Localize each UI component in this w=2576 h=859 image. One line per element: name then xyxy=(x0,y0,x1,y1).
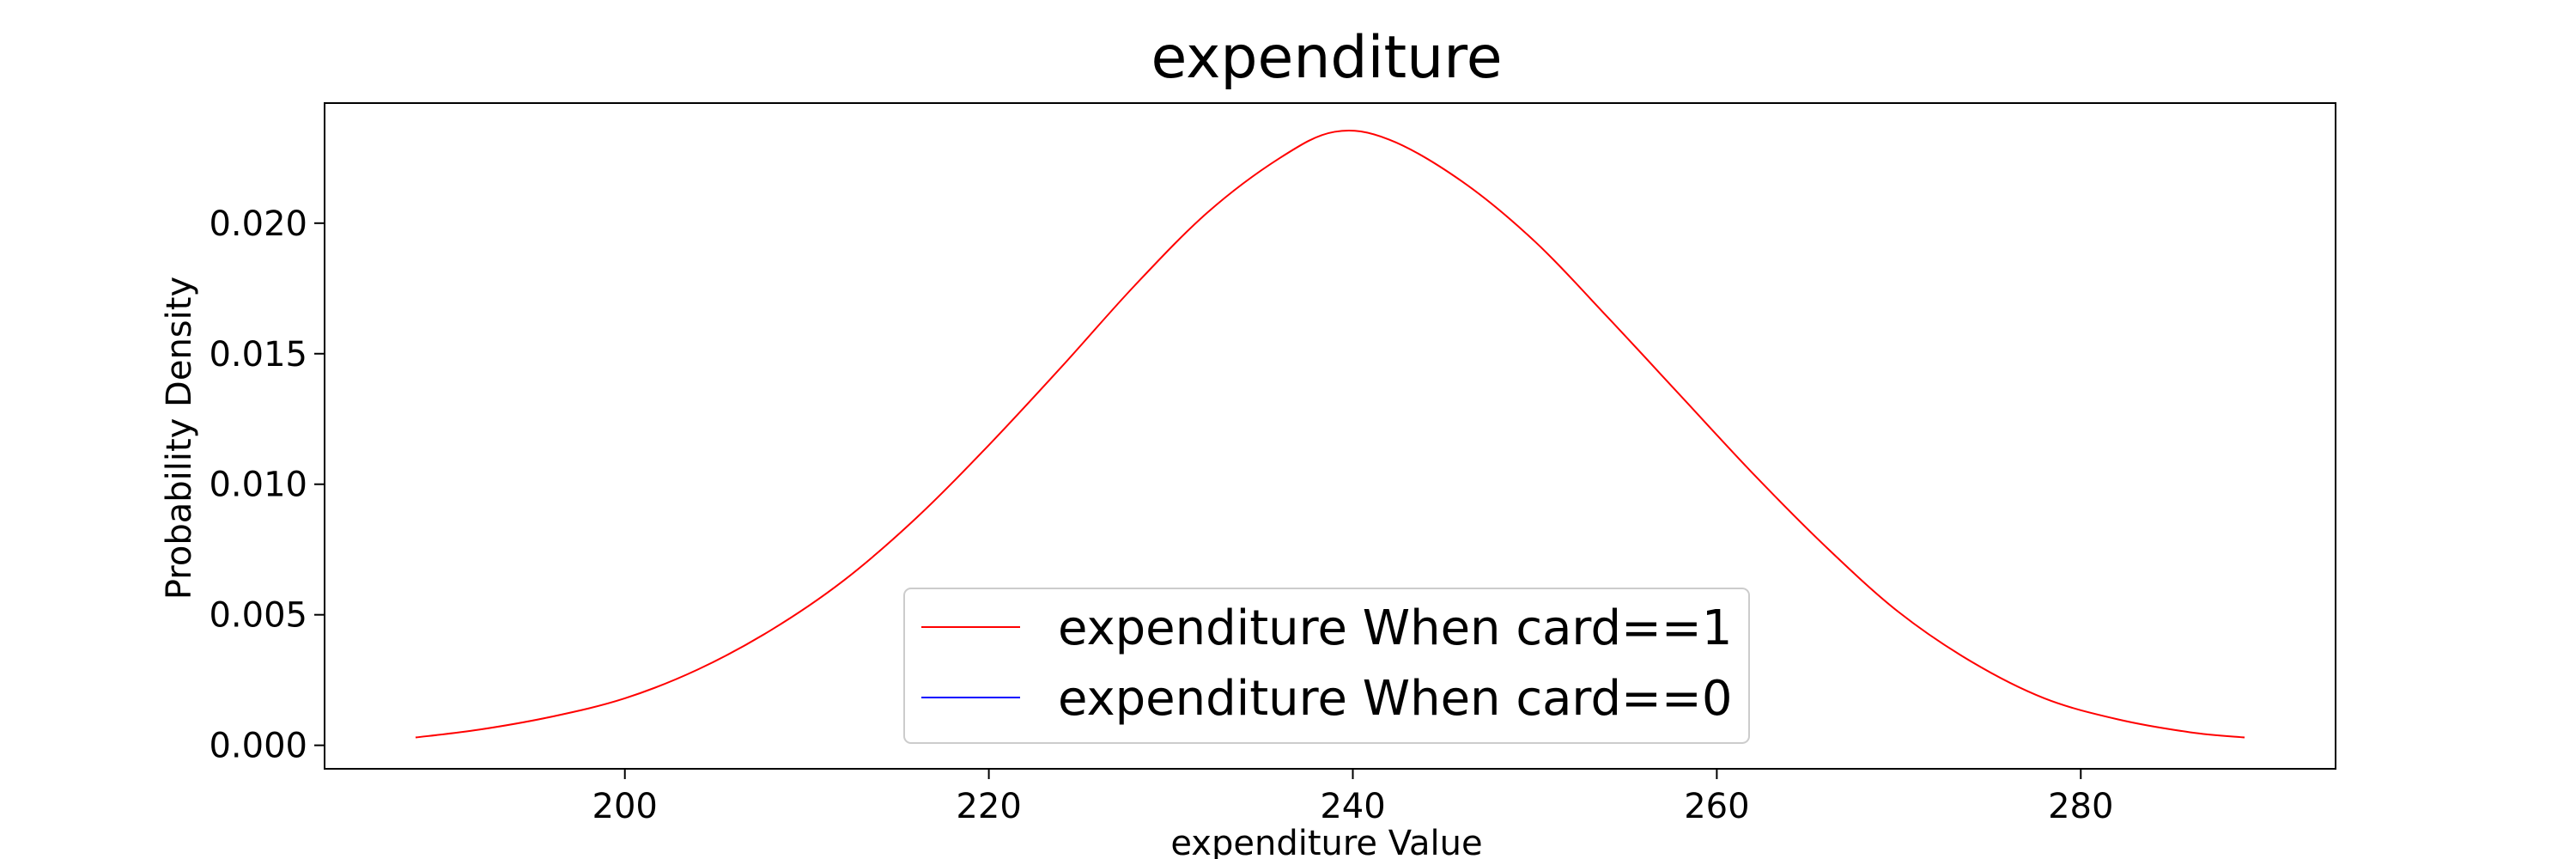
x-tick-label: 240 xyxy=(1320,787,1385,826)
legend-label-2: expenditure When card==0 xyxy=(1058,671,1732,727)
y-tick-label: 0.015 xyxy=(209,335,307,375)
chart-title: expenditure xyxy=(1151,24,1502,92)
series-line-1 xyxy=(415,130,2245,739)
y-tick-label: 0.005 xyxy=(209,596,307,636)
x-tick-label: 280 xyxy=(2048,787,2113,826)
x-axis-label: expenditure Value xyxy=(1170,824,1482,859)
legend-box xyxy=(903,588,1750,744)
x-tick-label: 260 xyxy=(1684,787,1749,826)
legend: expenditure When card==1 expenditure Whe… xyxy=(903,588,1750,744)
y-axis-label: Probability Density xyxy=(160,277,199,600)
x-tick-label: 200 xyxy=(592,787,658,826)
x-axis: 200 220 240 260 280 xyxy=(592,769,2113,826)
y-tick-label: 0.010 xyxy=(209,466,307,505)
x-tick-label: 220 xyxy=(956,787,1021,826)
plot-area xyxy=(415,130,2245,739)
plot-frame xyxy=(324,102,2336,770)
y-tick-label: 0.000 xyxy=(209,727,307,766)
y-tick-label: 0.020 xyxy=(209,204,307,244)
y-axis: 0.000 0.005 0.010 0.015 0.020 xyxy=(209,204,325,766)
legend-label-1: expenditure When card==1 xyxy=(1058,600,1732,656)
